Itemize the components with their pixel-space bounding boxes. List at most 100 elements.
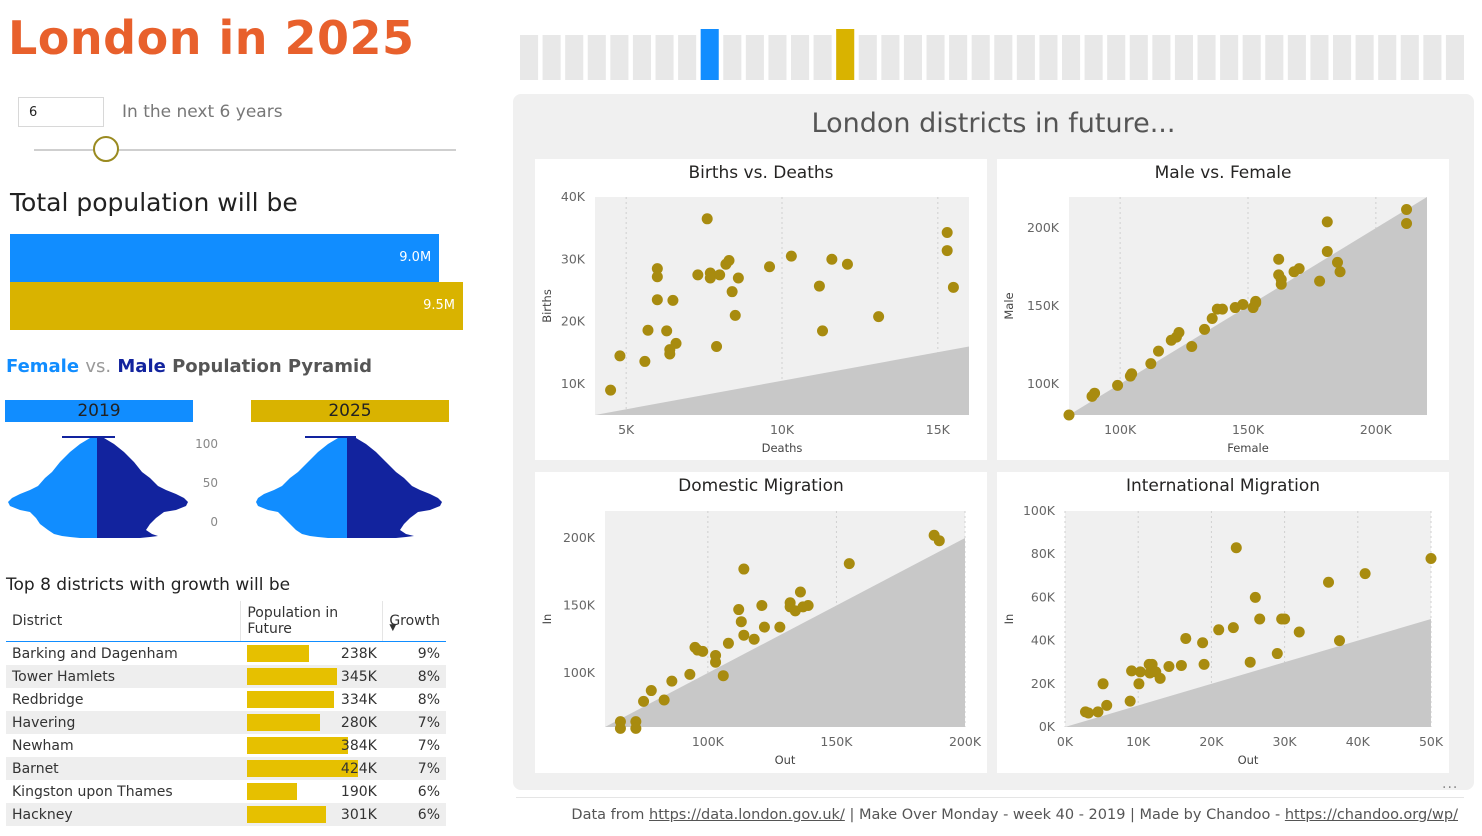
scatter-point[interactable] — [642, 324, 654, 336]
year-bar[interactable] — [745, 35, 764, 80]
year-bar[interactable] — [1333, 35, 1352, 80]
scatter-point[interactable] — [667, 294, 679, 306]
year-bar[interactable] — [768, 35, 787, 80]
scatter-point[interactable] — [1089, 387, 1101, 399]
scatter-point[interactable] — [1293, 263, 1305, 275]
scatter-point[interactable] — [1197, 637, 1209, 649]
year-bar[interactable] — [1423, 35, 1442, 80]
year-bar[interactable] — [926, 35, 945, 80]
year-bar[interactable] — [949, 35, 968, 80]
footer-chandoo-link[interactable]: https://chandoo.org/wp/ — [1284, 807, 1458, 823]
year-bar[interactable] — [1197, 35, 1216, 80]
scatter-point[interactable] — [1112, 379, 1124, 391]
table-row[interactable]: Newham 384K 7% — [6, 734, 446, 757]
year-bar[interactable] — [565, 35, 584, 80]
scatter-point[interactable] — [813, 280, 825, 292]
chart-international-migration[interactable]: International Migration 0K 10K 20K 30K 40K 50K… — [997, 472, 1449, 773]
scatter-point[interactable] — [1227, 622, 1239, 634]
scatter-point[interactable] — [1092, 706, 1104, 718]
year-bar[interactable] — [1062, 35, 1081, 80]
year-bar[interactable] — [655, 35, 674, 80]
scatter-point[interactable] — [1134, 666, 1146, 678]
scatter-point[interactable] — [1097, 678, 1109, 690]
year-bar[interactable] — [1016, 35, 1035, 80]
scatter-point[interactable] — [1334, 635, 1345, 647]
scatter-point[interactable] — [1250, 297, 1262, 309]
scatter-point[interactable] — [1425, 553, 1437, 565]
scatter-point[interactable] — [722, 637, 734, 649]
table-row[interactable]: Barking and Dagenham 238K 9% — [6, 642, 446, 666]
scatter-point[interactable] — [664, 348, 676, 360]
scatter-point[interactable] — [826, 253, 838, 265]
scatter-point[interactable] — [701, 213, 713, 225]
table-row[interactable]: Barnet 424K 7% — [6, 757, 446, 780]
year-bar[interactable] — [1129, 35, 1148, 80]
year-bar[interactable] — [1287, 35, 1306, 80]
scatter-point[interactable] — [817, 325, 829, 337]
scatter-point[interactable] — [756, 600, 768, 611]
scatter-point[interactable] — [684, 668, 696, 680]
scatter-point[interactable] — [651, 294, 663, 306]
scatter-point[interactable] — [1249, 591, 1261, 603]
scatter-point[interactable] — [1153, 345, 1164, 357]
year-bar[interactable] — [1084, 35, 1103, 80]
more-options-icon[interactable]: ... — [1442, 776, 1459, 792]
year-bar[interactable] — [1355, 35, 1374, 80]
scatter-point[interactable] — [605, 384, 617, 396]
years-input[interactable] — [18, 97, 104, 127]
scatter-point[interactable] — [738, 629, 750, 641]
scatter-point[interactable] — [1293, 626, 1305, 638]
pyramid-2025-female[interactable] — [256, 436, 347, 538]
scatter-point[interactable] — [1279, 613, 1291, 625]
year-bar[interactable] — [858, 35, 877, 80]
scatter-point[interactable] — [1101, 699, 1113, 711]
scatter-point[interactable] — [758, 621, 770, 633]
scatter-point[interactable] — [1244, 656, 1256, 668]
scatter-point[interactable] — [764, 261, 776, 273]
footer-data-link[interactable]: https://data.london.gov.uk/ — [649, 807, 845, 823]
scatter-point[interactable] — [1063, 409, 1075, 421]
scatter-point[interactable] — [723, 255, 735, 267]
scatter-point[interactable] — [717, 670, 729, 682]
scatter-point[interactable] — [1186, 340, 1198, 352]
year-bar-future[interactable] — [836, 29, 855, 80]
scatter-point[interactable] — [1314, 275, 1326, 287]
year-bar[interactable] — [1107, 35, 1126, 80]
table-row[interactable]: Redbridge 334K 8% — [6, 688, 446, 711]
population-pyramids[interactable]: 100 50 0 — [0, 426, 470, 546]
scatter-point[interactable] — [1133, 678, 1145, 690]
year-bar[interactable] — [1400, 35, 1419, 80]
scatter-point[interactable] — [733, 604, 745, 616]
scatter-point[interactable] — [732, 272, 744, 284]
total-population-future-bar[interactable]: 9.5M — [10, 282, 463, 330]
scatter-point[interactable] — [638, 695, 650, 707]
scatter-point[interactable] — [1126, 665, 1138, 677]
scatter-point[interactable] — [1321, 246, 1333, 257]
scatter-point[interactable] — [841, 258, 853, 270]
scatter-point[interactable] — [1199, 323, 1211, 335]
chart-births-vs-deaths[interactable]: Births vs. Deaths 5K 10K 15K 10K 20K 30K 40K Dea… — [535, 159, 987, 460]
scatter-point[interactable] — [651, 271, 663, 283]
scatter-point[interactable] — [1126, 368, 1138, 380]
scatter-point[interactable] — [1124, 695, 1136, 707]
scatter-point[interactable] — [1275, 278, 1287, 290]
year-bar[interactable] — [1152, 35, 1171, 80]
scatter-point[interactable] — [651, 263, 663, 275]
year-bar[interactable] — [610, 35, 629, 80]
scatter-point[interactable] — [658, 694, 670, 706]
pyramid-2019-male[interactable] — [97, 436, 188, 538]
scatter-point[interactable] — [1334, 266, 1346, 278]
scatter-point[interactable] — [639, 355, 651, 367]
slider-thumb[interactable] — [92, 136, 119, 162]
scatter-point[interactable] — [1154, 672, 1166, 684]
year-bar[interactable] — [1174, 35, 1193, 80]
pyramid-2019-female[interactable] — [8, 436, 97, 538]
scatter-point[interactable] — [645, 685, 657, 697]
scatter-point[interactable] — [941, 227, 953, 239]
scatter-point[interactable] — [726, 286, 738, 298]
scatter-point[interactable] — [1198, 658, 1210, 670]
scatter-point[interactable] — [1216, 303, 1228, 315]
scatter-point[interactable] — [1271, 648, 1283, 660]
table-row[interactable]: Havering 280K 7% — [6, 711, 446, 734]
scatter-point[interactable] — [947, 281, 959, 293]
